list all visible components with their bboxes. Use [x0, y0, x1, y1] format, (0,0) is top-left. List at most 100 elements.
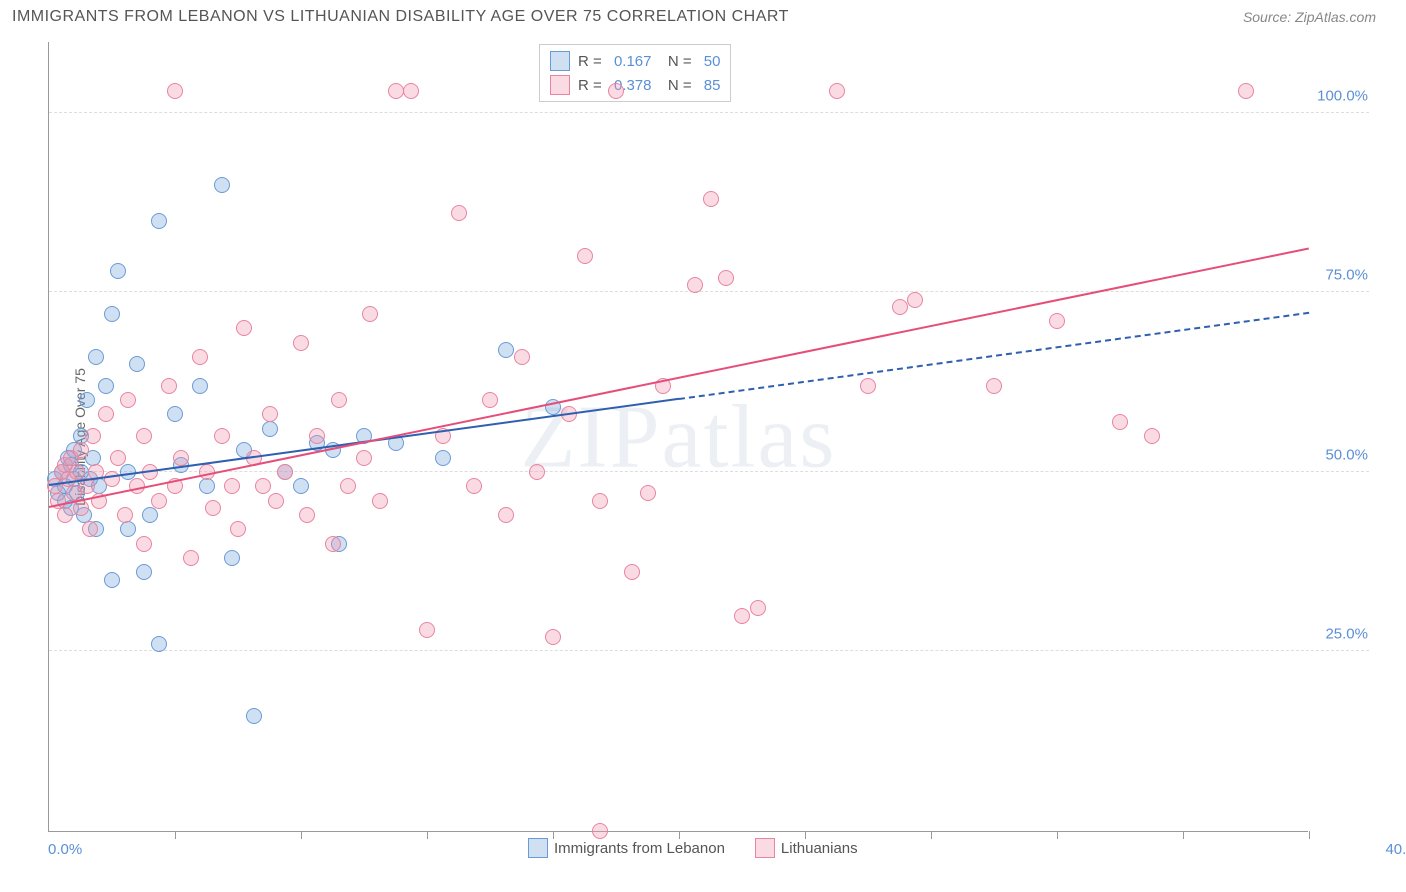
data-point [592, 493, 608, 509]
data-point [268, 493, 284, 509]
data-point [205, 500, 221, 516]
y-tick-label: 50.0% [1325, 446, 1368, 463]
data-point [466, 478, 482, 494]
x-tick [931, 831, 932, 839]
data-point [255, 478, 271, 494]
data-point [403, 83, 419, 99]
data-point [986, 378, 1002, 394]
data-point [419, 622, 435, 638]
data-point [1238, 83, 1254, 99]
data-point [750, 600, 766, 616]
x-tick [427, 831, 428, 839]
data-point [136, 536, 152, 552]
data-point [192, 378, 208, 394]
data-point [151, 493, 167, 509]
data-point [136, 428, 152, 444]
data-point [277, 464, 293, 480]
data-point [482, 392, 498, 408]
data-point [117, 507, 133, 523]
legend-n-label: N = [659, 77, 695, 94]
data-point [372, 493, 388, 509]
data-point [309, 428, 325, 444]
data-point [246, 708, 262, 724]
data-point [592, 823, 608, 839]
data-point [1112, 414, 1128, 430]
x-tick [1183, 831, 1184, 839]
data-point [892, 299, 908, 315]
data-point [110, 450, 126, 466]
data-point [514, 349, 530, 365]
data-point [860, 378, 876, 394]
data-point [183, 550, 199, 566]
data-point [69, 464, 85, 480]
gridline [49, 112, 1369, 113]
legend-r-label: R = [578, 77, 606, 94]
legend-swatch [550, 75, 570, 95]
data-point [85, 428, 101, 444]
data-point [104, 306, 120, 322]
data-point [120, 392, 136, 408]
data-point [299, 507, 315, 523]
data-point [829, 83, 845, 99]
data-point [1144, 428, 1160, 444]
legend-label: Lithuanians [781, 840, 858, 857]
gridline [49, 291, 1369, 292]
data-point [214, 428, 230, 444]
data-point [110, 263, 126, 279]
data-point [331, 392, 347, 408]
data-point [624, 564, 640, 580]
data-point [577, 248, 593, 264]
data-point [214, 177, 230, 193]
legend-swatch [755, 838, 775, 858]
legend-label: Immigrants from Lebanon [554, 840, 725, 857]
data-point [98, 406, 114, 422]
chart-container: Disability Age Over 75 ZIPatlas R = 0.16… [48, 42, 1368, 832]
data-point [167, 83, 183, 99]
legend-top: R = 0.167 N = 50R = 0.378 N = 85 [539, 44, 731, 102]
trend-line [49, 247, 1309, 508]
legend-bottom-item: Immigrants from Lebanon [528, 838, 725, 858]
chart-title: IMMIGRANTS FROM LEBANON VS LITHUANIAN DI… [12, 8, 789, 26]
data-point [82, 521, 98, 537]
y-tick-label: 100.0% [1317, 87, 1368, 104]
x-min-label: 0.0% [48, 841, 82, 858]
legend-n-label: N = [659, 53, 695, 70]
data-point [545, 629, 561, 645]
data-point [608, 83, 624, 99]
data-point [136, 564, 152, 580]
gridline [49, 650, 1369, 651]
data-point [161, 378, 177, 394]
legend-r-value: 0.167 [614, 53, 652, 70]
data-point [98, 378, 114, 394]
gridline [49, 471, 1369, 472]
data-point [435, 450, 451, 466]
data-point [907, 292, 923, 308]
x-max-label: 40.0% [1385, 841, 1406, 858]
data-point [362, 306, 378, 322]
legend-r-label: R = [578, 53, 606, 70]
data-point [529, 464, 545, 480]
data-point [1049, 313, 1065, 329]
x-tick [1057, 831, 1058, 839]
data-point [230, 521, 246, 537]
data-point [356, 450, 372, 466]
data-point [262, 406, 278, 422]
data-point [687, 277, 703, 293]
data-point [57, 507, 73, 523]
data-point [224, 478, 240, 494]
data-point [79, 392, 95, 408]
data-point [142, 507, 158, 523]
data-point [451, 205, 467, 221]
y-tick-label: 75.0% [1325, 267, 1368, 284]
data-point [104, 572, 120, 588]
legend-row: R = 0.378 N = 85 [550, 73, 720, 97]
data-point [734, 608, 750, 624]
data-point [224, 550, 240, 566]
data-point [120, 521, 136, 537]
data-point [199, 478, 215, 494]
data-point [236, 320, 252, 336]
data-point [340, 478, 356, 494]
data-point [88, 349, 104, 365]
data-point [293, 478, 309, 494]
legend-n-value: 85 [704, 77, 721, 94]
